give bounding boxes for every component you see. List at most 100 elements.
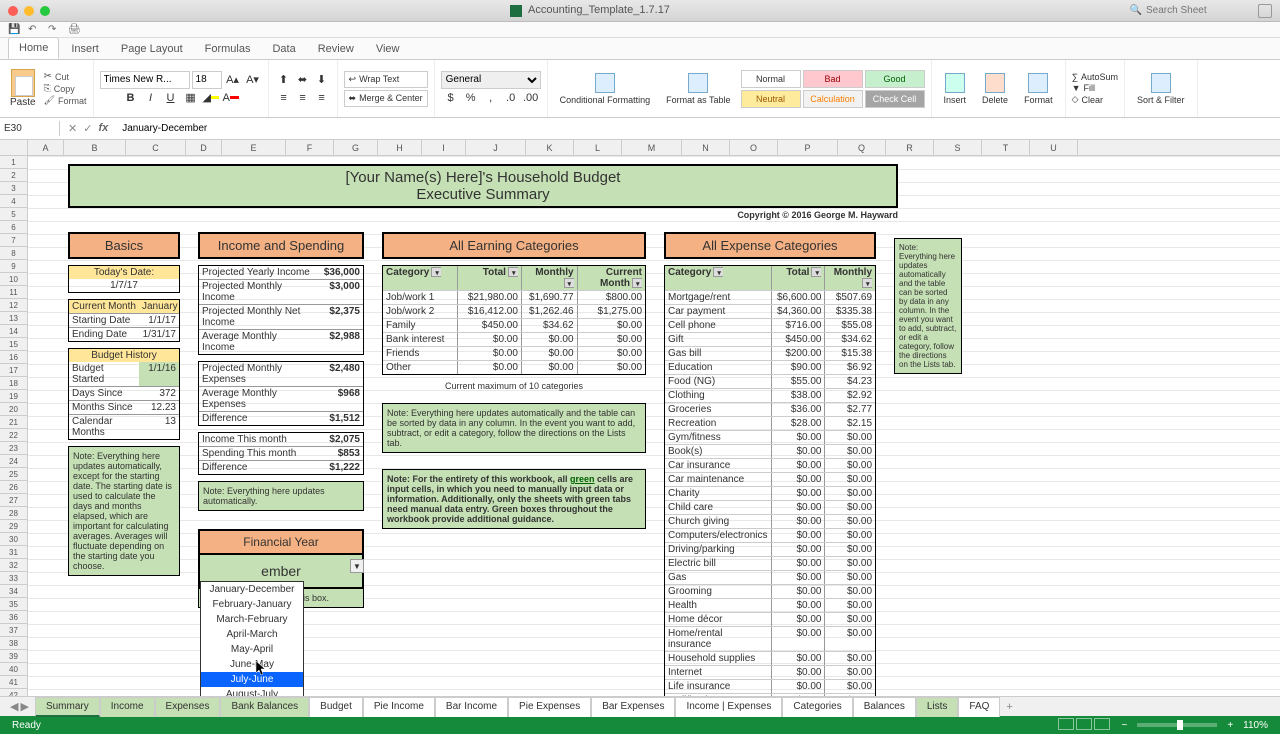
fy-option[interactable]: August-July <box>201 687 303 696</box>
column-header[interactable]: U <box>1030 140 1078 155</box>
align-top-icon[interactable]: ⬆ <box>275 70 293 88</box>
merge-center-button[interactable]: ⬌Merge & Center <box>344 90 428 107</box>
row-headers[interactable]: 1234567891011121314151617181920212223242… <box>0 156 28 696</box>
grid[interactable]: [Your Name(s) Here]'s Household Budget E… <box>28 156 1280 696</box>
filter-icon[interactable]: ▾ <box>811 267 821 277</box>
copy-button[interactable]: ⎘Copy <box>44 83 87 94</box>
row-header[interactable]: 40 <box>0 663 27 676</box>
column-header[interactable]: J <box>466 140 526 155</box>
column-header[interactable]: D <box>186 140 222 155</box>
column-header[interactable]: K <box>526 140 574 155</box>
column-header[interactable]: R <box>886 140 934 155</box>
sheet-tab-bank-balances[interactable]: Bank Balances <box>220 697 309 717</box>
print-icon[interactable]: 🖨 <box>68 24 80 36</box>
budget-started-value[interactable]: 1/1/16 <box>139 362 179 386</box>
row-header[interactable]: 23 <box>0 442 27 455</box>
column-header[interactable]: P <box>778 140 838 155</box>
zoom-in-icon[interactable]: + <box>1227 720 1233 731</box>
tab-nav-first-icon[interactable]: ◀ <box>10 700 18 713</box>
fy-dropdown[interactable]: January-DecemberFebruary-JanuaryMarch-Fe… <box>200 581 304 696</box>
minimize-window-icon[interactable] <box>24 6 34 16</box>
row-header[interactable]: 8 <box>0 247 27 260</box>
row-header[interactable]: 35 <box>0 598 27 611</box>
column-header[interactable]: O <box>730 140 778 155</box>
sheet-tab-expenses[interactable]: Expenses <box>155 697 221 717</box>
row-header[interactable]: 39 <box>0 650 27 663</box>
wrap-text-button[interactable]: ↩Wrap Text <box>344 71 428 88</box>
column-header[interactable]: B <box>64 140 126 155</box>
row-header[interactable]: 29 <box>0 520 27 533</box>
number-format-select[interactable]: General <box>441 71 541 89</box>
row-header[interactable]: 42 <box>0 689 27 696</box>
column-header[interactable]: L <box>574 140 622 155</box>
search-input[interactable] <box>1146 5 1246 16</box>
fy-option[interactable]: June-May <box>201 657 303 672</box>
sheet-tab-bar-expenses[interactable]: Bar Expenses <box>591 697 675 717</box>
row-header[interactable]: 36 <box>0 611 27 624</box>
row-header[interactable]: 33 <box>0 572 27 585</box>
row-header[interactable]: 10 <box>0 273 27 286</box>
border-button[interactable]: ▦ <box>182 89 200 107</box>
earning-col-header[interactable]: Monthly▾ <box>522 266 578 290</box>
clear-button[interactable]: ◇Clear <box>1072 94 1118 105</box>
row-header[interactable]: 17 <box>0 364 27 377</box>
row-header[interactable]: 34 <box>0 585 27 598</box>
sort-filter-button[interactable]: Sort & Filter <box>1131 71 1191 107</box>
decrease-decimal-icon[interactable]: .00 <box>522 89 540 107</box>
row-header[interactable]: 21 <box>0 416 27 429</box>
zoom-out-icon[interactable]: − <box>1121 720 1127 731</box>
align-bottom-icon[interactable]: ⬇ <box>313 70 331 88</box>
autosum-button[interactable]: ∑AutoSum <box>1072 72 1118 82</box>
row-header[interactable]: 15 <box>0 338 27 351</box>
ribbon-tab-view[interactable]: View <box>366 39 410 59</box>
align-center-icon[interactable]: ≡ <box>294 89 312 107</box>
sheet-tab-balances[interactable]: Balances <box>853 697 916 717</box>
undo-icon[interactable]: ↶ <box>28 24 40 36</box>
fy-option[interactable]: March-February <box>201 612 303 627</box>
expense-col-header[interactable]: Total▾ <box>772 266 826 290</box>
sheet-tab-income---expenses[interactable]: Income | Expenses <box>675 697 782 717</box>
row-header[interactable]: 16 <box>0 351 27 364</box>
percent-icon[interactable]: % <box>462 89 480 107</box>
format-cells-button[interactable]: Format <box>1018 71 1059 107</box>
filter-icon[interactable]: ▾ <box>431 267 441 277</box>
fx-icon[interactable]: fx <box>98 122 108 135</box>
increase-font-icon[interactable]: A▴ <box>224 71 242 89</box>
earning-col-header[interactable]: Category▾ <box>383 266 458 290</box>
earning-col-header[interactable]: Total▾ <box>458 266 522 290</box>
sheet-tab-income[interactable]: Income <box>100 697 155 717</box>
style-neutral[interactable]: Neutral <box>741 90 801 108</box>
worksheet-area[interactable]: ABCDEFGHIJKLMNOPQRSTU 123456789101112131… <box>0 140 1280 696</box>
row-header[interactable]: 9 <box>0 260 27 273</box>
fill-button[interactable]: ▼Fill <box>1072 83 1118 93</box>
row-header[interactable]: 20 <box>0 403 27 416</box>
row-header[interactable]: 1 <box>0 156 27 169</box>
row-header[interactable]: 6 <box>0 221 27 234</box>
row-header[interactable]: 18 <box>0 377 27 390</box>
row-header[interactable]: 7 <box>0 234 27 247</box>
filter-icon[interactable]: ▾ <box>713 267 723 277</box>
fy-option[interactable]: April-March <box>201 627 303 642</box>
row-header[interactable]: 12 <box>0 299 27 312</box>
row-header[interactable]: 41 <box>0 676 27 689</box>
fy-option[interactable]: July-June <box>201 672 303 687</box>
align-middle-icon[interactable]: ⬌ <box>294 70 312 88</box>
row-header[interactable]: 24 <box>0 455 27 468</box>
sheet-tab-summary[interactable]: Summary <box>35 697 100 717</box>
row-header[interactable]: 13 <box>0 312 27 325</box>
row-header[interactable]: 2 <box>0 169 27 182</box>
row-header[interactable]: 26 <box>0 481 27 494</box>
row-header[interactable]: 28 <box>0 507 27 520</box>
cancel-formula-icon[interactable]: ✕ <box>68 122 77 135</box>
chevron-down-icon[interactable]: ▼ <box>350 559 364 573</box>
style-calculation[interactable]: Calculation <box>803 90 863 108</box>
column-header[interactable]: I <box>422 140 466 155</box>
row-header[interactable]: 31 <box>0 546 27 559</box>
row-header[interactable]: 25 <box>0 468 27 481</box>
font-name-select[interactable] <box>100 71 190 89</box>
row-header[interactable]: 11 <box>0 286 27 299</box>
fy-option[interactable]: February-January <box>201 597 303 612</box>
align-right-icon[interactable]: ≡ <box>313 89 331 107</box>
sheet-tab-pie-expenses[interactable]: Pie Expenses <box>508 697 591 717</box>
column-header[interactable]: A <box>28 140 64 155</box>
